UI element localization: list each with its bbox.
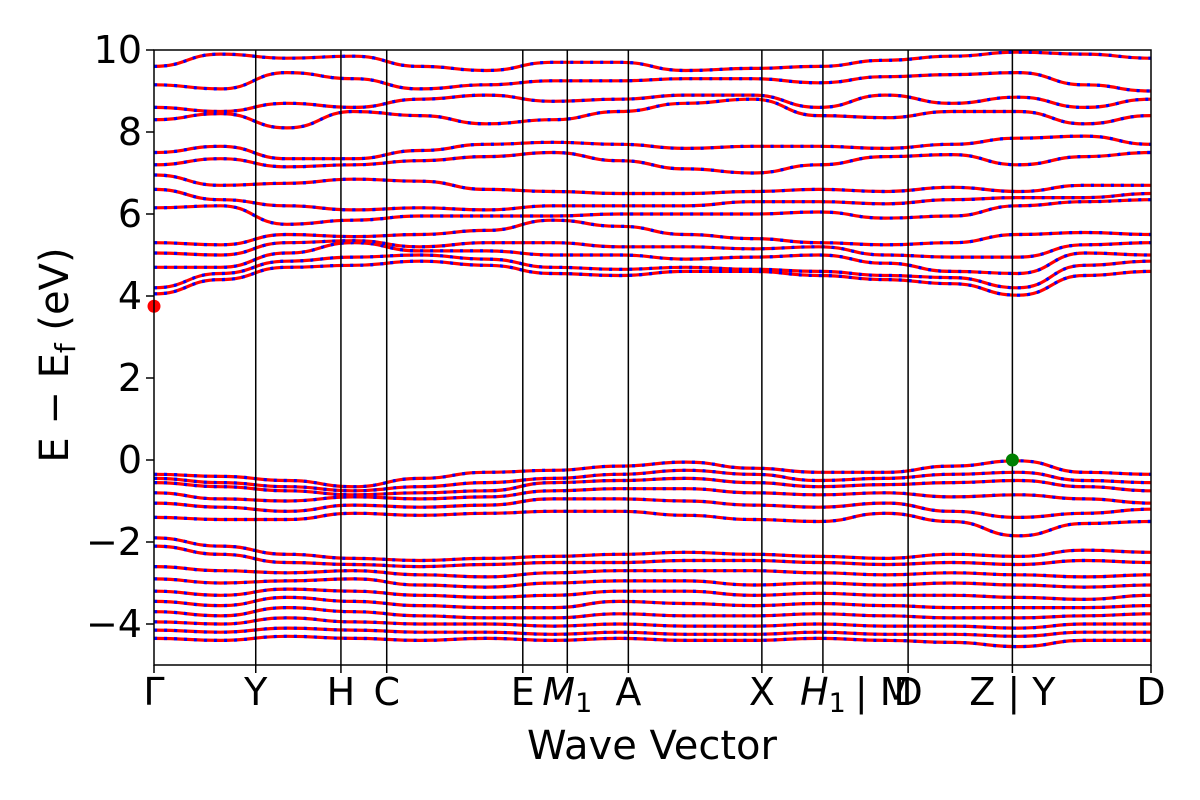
x-tick-label: X bbox=[749, 670, 775, 714]
band-line-wannier-14 bbox=[153, 459, 1152, 489]
band-line-wannier-17 bbox=[153, 487, 1152, 505]
band-line-wannier-3 bbox=[153, 239, 1152, 259]
y-axis-title-sub: f bbox=[49, 342, 82, 353]
band-line-wannier-1 bbox=[153, 253, 1152, 290]
y-axis-title-main: E − E bbox=[32, 353, 78, 463]
x-tick-label: A bbox=[615, 670, 641, 714]
y-tick-label: 8 bbox=[118, 110, 142, 154]
x-tick-label: M1 bbox=[542, 670, 592, 719]
band-edge-markers bbox=[147, 299, 1019, 467]
band-line-dft-23 bbox=[153, 577, 1152, 589]
band-line-dft-12 bbox=[153, 70, 1152, 93]
band-line-dft-22 bbox=[153, 565, 1152, 579]
band-lines bbox=[153, 50, 1152, 649]
x-tick-label: C bbox=[373, 670, 400, 714]
y-tick-label: −2 bbox=[86, 520, 142, 564]
y-tick-label: −4 bbox=[86, 602, 142, 646]
x-tick-label: H1 bbox=[800, 670, 846, 719]
x-tick-label: E bbox=[511, 670, 535, 714]
band-line-wannier-28 bbox=[153, 626, 1151, 638]
band-line-wannier-22 bbox=[153, 565, 1152, 579]
band-line-wannier-4 bbox=[153, 218, 1152, 247]
band-line-wannier-9 bbox=[153, 134, 1152, 161]
x-axis-title: Wave Vector bbox=[527, 723, 778, 769]
band-line-wannier-26 bbox=[153, 605, 1152, 620]
y-tick-label: 0 bbox=[118, 438, 142, 482]
band-line-wannier-24 bbox=[153, 587, 1152, 602]
band-line-wannier-2 bbox=[154, 241, 1152, 276]
band-line-wannier-21 bbox=[153, 544, 1152, 569]
y-axis-ticks: −4 −2 0 2 4 6 8 10 bbox=[86, 28, 154, 646]
band-line-wannier-0 bbox=[153, 259, 1152, 297]
band-line-dft-29 bbox=[153, 634, 1151, 649]
band-line-dft-10 bbox=[153, 97, 1152, 130]
band-line-wannier-6 bbox=[153, 187, 1152, 212]
band-line-dft-15 bbox=[153, 468, 1152, 493]
band-line-wannier-19 bbox=[153, 509, 1152, 538]
band-line-wannier-12 bbox=[153, 70, 1152, 93]
x-tick-label: Z | Y bbox=[969, 670, 1056, 715]
band-line-wannier-11 bbox=[153, 93, 1152, 114]
y-tick-label: 4 bbox=[118, 274, 142, 318]
x-tick-label: D bbox=[1136, 670, 1165, 714]
band-line-wannier-16 bbox=[153, 476, 1152, 497]
plot-frame bbox=[153, 49, 1152, 666]
band-line-dft-19 bbox=[153, 509, 1152, 538]
band-line-wannier-29 bbox=[153, 634, 1151, 649]
band-line-wannier-8 bbox=[153, 150, 1152, 175]
high-symmetry-lines bbox=[254, 50, 1014, 665]
y-tick-label: 2 bbox=[118, 356, 142, 400]
x-tick-label: Y bbox=[243, 670, 268, 714]
y-axis-title: E − Ef (eV) bbox=[32, 247, 82, 462]
y-tick-label: 6 bbox=[118, 192, 142, 236]
band-line-wannier-27 bbox=[153, 616, 1151, 630]
band-line-wannier-5 bbox=[153, 198, 1152, 226]
band-line-dft-18 bbox=[153, 497, 1152, 520]
y-tick-label: 10 bbox=[94, 28, 142, 72]
band-line-dft-8 bbox=[153, 150, 1152, 175]
x-tick-label: H bbox=[327, 670, 356, 714]
band-line-wannier-23 bbox=[153, 577, 1152, 589]
band-line-dft-5 bbox=[153, 198, 1152, 226]
y-axis-title-unit: (eV) bbox=[32, 247, 78, 343]
band-line-dft-20 bbox=[153, 536, 1152, 563]
band-line-dft-1 bbox=[153, 253, 1152, 290]
band-line-wannier-13 bbox=[153, 50, 1152, 73]
x-tick-label: D bbox=[893, 670, 922, 714]
vbm-marker bbox=[1005, 453, 1019, 467]
x-tick-label: Γ bbox=[143, 670, 164, 714]
band-line-wannier-20 bbox=[153, 536, 1152, 563]
band-line-wannier-7 bbox=[153, 173, 1151, 196]
band-line-wannier-25 bbox=[153, 595, 1152, 610]
x-tick-label: | M bbox=[855, 670, 913, 715]
